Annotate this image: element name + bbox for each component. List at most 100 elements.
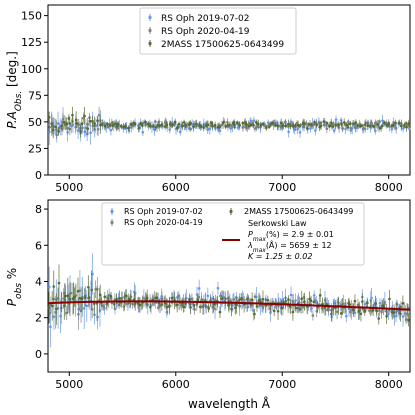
data-point — [115, 121, 119, 131]
legend-label-rs2019: RS Oph 2019-07-02 — [161, 14, 250, 24]
x-tick-label: 8000 — [375, 378, 403, 391]
data-point — [352, 120, 356, 128]
x-tick-label: 6000 — [162, 378, 190, 391]
bottom-panel: 0 2 4 6 8 5000 6000 7000 8000 Pobs % wavelength… — [5, 199, 411, 411]
data-point — [181, 122, 184, 130]
data-point — [243, 118, 247, 127]
data-point — [252, 122, 255, 129]
data-point — [57, 264, 61, 302]
data-point — [334, 115, 338, 124]
data-point — [353, 124, 357, 131]
top-legend-box — [139, 7, 297, 55]
data-point — [175, 297, 179, 313]
data-point — [354, 119, 358, 126]
data-point — [141, 122, 144, 129]
data-point — [79, 299, 83, 323]
data-point — [366, 298, 369, 308]
data-point — [216, 122, 220, 132]
top-legend: RS Oph 2019-07-02 RS Oph 2020-04-19 2MAS… — [139, 7, 297, 55]
data-point — [118, 290, 121, 306]
data-point — [382, 298, 385, 315]
data-point — [339, 308, 343, 319]
data-point — [168, 120, 172, 129]
data-point — [249, 122, 253, 128]
data-point — [153, 123, 156, 136]
data-point — [196, 295, 200, 305]
data-point — [50, 114, 54, 134]
data-point — [359, 306, 363, 322]
data-point — [294, 123, 297, 128]
data-point — [362, 124, 365, 133]
data-point — [314, 125, 317, 136]
data-point — [97, 106, 101, 124]
data-point — [87, 287, 91, 308]
data-point — [71, 106, 74, 124]
data-point — [348, 120, 352, 127]
data-point — [220, 120, 224, 130]
data-point — [51, 121, 55, 139]
data-point — [119, 124, 123, 129]
data-point — [357, 302, 361, 321]
data-point — [145, 289, 149, 307]
data-point — [177, 121, 181, 127]
legend-marker-rs2020 — [148, 27, 152, 34]
data-point — [383, 120, 386, 126]
data-point — [233, 120, 236, 129]
data-point — [302, 119, 306, 128]
legend-label-bot-2mass: 2MASS 17500625-0643499 — [244, 207, 353, 216]
data-point — [238, 121, 241, 128]
data-point — [319, 121, 323, 130]
legend-label-bot-rs2020: RS Oph 2020-04-19 — [124, 218, 203, 227]
data-point — [82, 112, 85, 124]
data-point — [182, 119, 186, 126]
data-point — [378, 305, 381, 317]
data-point — [96, 122, 100, 137]
legend-annotation-lmax: λmax(Å) = 5659 ± 12 — [247, 239, 332, 254]
data-point — [374, 126, 377, 135]
data-point — [253, 292, 257, 301]
data-point — [289, 122, 292, 130]
data-point — [371, 303, 375, 316]
y-tick-label: 0 — [35, 348, 42, 361]
data-point — [318, 288, 322, 303]
data-point — [68, 282, 72, 317]
data-point — [331, 123, 335, 130]
bottom-x-ticks: 5000 6000 7000 8000 — [55, 372, 403, 391]
y-tick-label: 4 — [35, 275, 42, 288]
data-point — [106, 121, 109, 127]
y-tick-label: 50 — [28, 116, 42, 129]
data-point — [48, 121, 52, 134]
y-tick-label: 0 — [35, 169, 42, 182]
data-point — [78, 286, 82, 310]
data-point — [337, 121, 341, 129]
data-point — [216, 281, 220, 295]
data-point — [69, 282, 73, 304]
data-point — [269, 122, 273, 127]
bottom-y-ticks: 0 2 4 6 8 — [35, 203, 48, 361]
data-point — [84, 119, 88, 137]
data-point — [103, 121, 107, 130]
data-point — [88, 115, 92, 127]
data-point — [165, 121, 169, 129]
data-point — [50, 291, 54, 321]
data-point — [151, 122, 155, 130]
data-point — [345, 309, 348, 323]
y-tick-label: 8 — [35, 203, 42, 216]
data-point — [66, 277, 70, 314]
data-point — [47, 111, 51, 123]
data-point — [265, 124, 268, 131]
data-point — [171, 122, 174, 128]
data-point — [329, 118, 333, 127]
data-point — [188, 293, 191, 306]
data-point — [256, 119, 260, 129]
x-tick-label: 7000 — [268, 378, 296, 391]
data-point — [328, 124, 332, 128]
data-point — [310, 122, 313, 127]
data-point — [184, 298, 187, 309]
data-point — [264, 298, 268, 314]
data-point — [391, 121, 395, 128]
data-point — [284, 123, 288, 129]
y-tick-label: 125 — [21, 36, 42, 49]
data-point — [199, 124, 203, 131]
